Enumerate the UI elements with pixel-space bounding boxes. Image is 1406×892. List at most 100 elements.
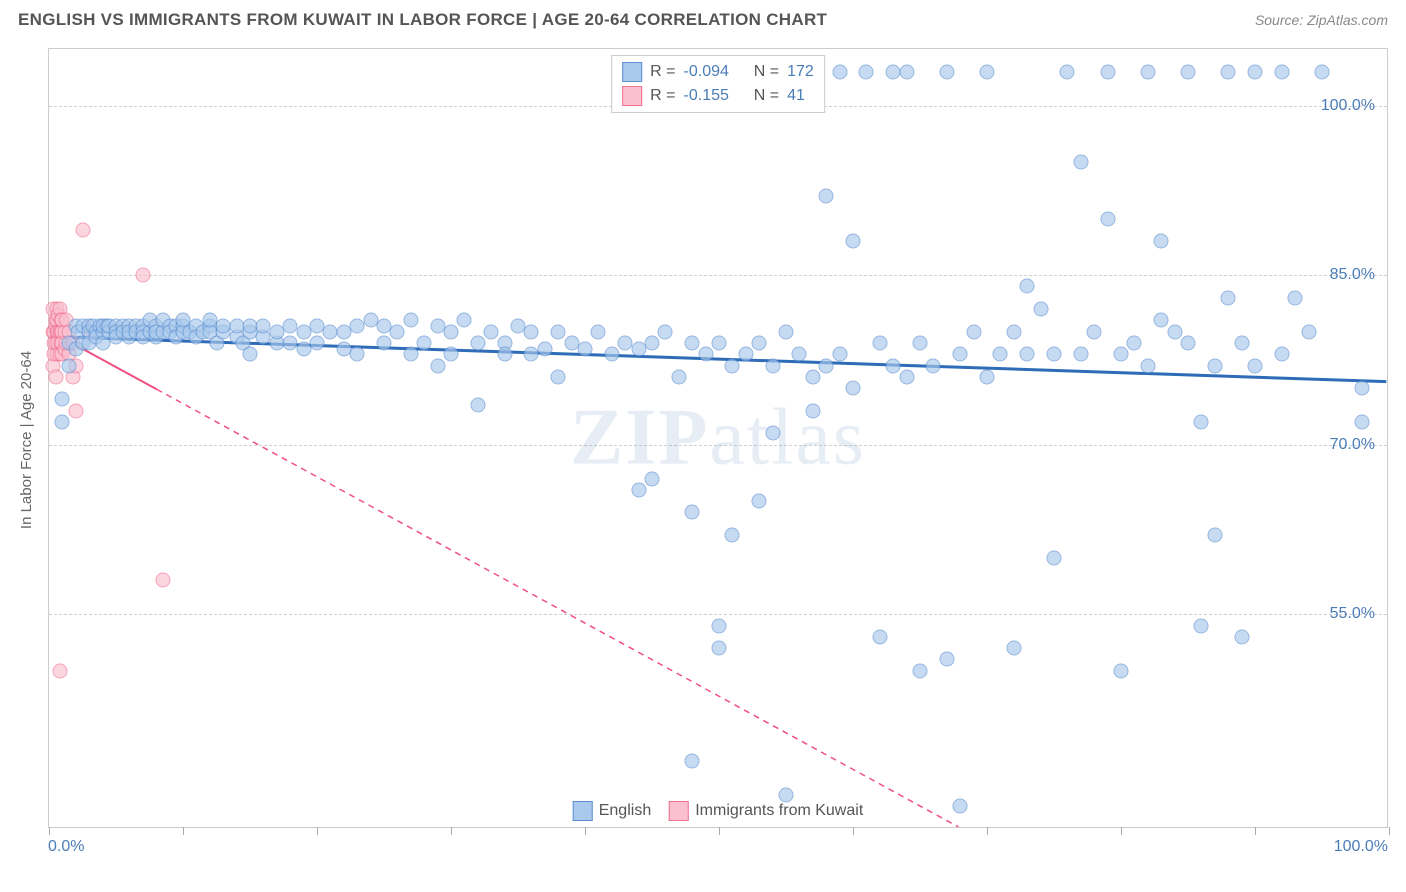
point-blue xyxy=(819,188,834,203)
point-blue xyxy=(551,324,566,339)
y-tick-label: 70.0% xyxy=(1330,436,1375,454)
point-blue xyxy=(578,341,593,356)
point-blue xyxy=(792,347,807,362)
point-blue xyxy=(1221,64,1236,79)
point-blue xyxy=(484,324,499,339)
point-blue xyxy=(1181,335,1196,350)
r-value: -0.155 xyxy=(684,87,729,105)
point-blue xyxy=(712,641,727,656)
point-blue xyxy=(913,663,928,678)
point-blue xyxy=(470,335,485,350)
point-blue xyxy=(712,335,727,350)
point-blue xyxy=(1234,629,1249,644)
point-blue xyxy=(1167,324,1182,339)
legend-swatch xyxy=(573,801,593,821)
watermark: ZIPatlas xyxy=(570,393,866,484)
legend-swatch xyxy=(622,86,642,106)
point-blue xyxy=(913,335,928,350)
point-blue xyxy=(1248,358,1263,373)
point-blue xyxy=(1060,64,1075,79)
point-blue xyxy=(671,369,686,384)
point-blue xyxy=(55,392,70,407)
point-blue xyxy=(980,369,995,384)
point-blue xyxy=(645,471,660,486)
point-blue xyxy=(1207,358,1222,373)
point-blue xyxy=(752,335,767,350)
point-blue xyxy=(805,403,820,418)
x-tick xyxy=(719,827,720,835)
x-tick xyxy=(317,827,318,835)
point-blue xyxy=(1073,155,1088,170)
point-blue xyxy=(993,347,1008,362)
point-blue xyxy=(537,341,552,356)
point-blue xyxy=(1315,64,1330,79)
point-blue xyxy=(832,64,847,79)
point-blue xyxy=(765,426,780,441)
trend-lines xyxy=(49,49,1387,827)
point-blue xyxy=(1288,290,1303,305)
x-tick xyxy=(853,827,854,835)
point-blue xyxy=(310,335,325,350)
point-blue xyxy=(685,335,700,350)
point-blue xyxy=(1154,234,1169,249)
point-blue xyxy=(953,347,968,362)
point-blue xyxy=(1194,618,1209,633)
point-blue xyxy=(444,347,459,362)
x-tick-label: 0.0% xyxy=(48,838,84,856)
chart-title: ENGLISH VS IMMIGRANTS FROM KUWAIT IN LAB… xyxy=(18,10,827,30)
point-blue xyxy=(497,347,512,362)
legend-label: Immigrants from Kuwait xyxy=(695,802,863,820)
point-blue xyxy=(430,358,445,373)
point-blue xyxy=(899,369,914,384)
point-blue xyxy=(953,799,968,814)
plot-area: 100.0%85.0%70.0%55.0% ZIPatlas R =-0.094… xyxy=(48,48,1388,828)
point-blue xyxy=(1006,641,1021,656)
r-label: R = xyxy=(650,63,675,81)
point-blue xyxy=(685,505,700,520)
point-blue xyxy=(390,324,405,339)
point-blue xyxy=(658,324,673,339)
grid-line xyxy=(49,275,1387,276)
point-blue xyxy=(939,64,954,79)
n-label: N = xyxy=(754,87,779,105)
point-blue xyxy=(725,528,740,543)
point-blue xyxy=(1154,313,1169,328)
x-tick xyxy=(987,827,988,835)
point-pink xyxy=(68,403,83,418)
point-blue xyxy=(926,358,941,373)
point-blue xyxy=(980,64,995,79)
point-blue xyxy=(725,358,740,373)
point-pink xyxy=(155,573,170,588)
point-blue xyxy=(1020,347,1035,362)
point-blue xyxy=(645,335,660,350)
point-blue xyxy=(1127,335,1142,350)
x-tick xyxy=(183,827,184,835)
point-blue xyxy=(1140,358,1155,373)
y-tick-label: 100.0% xyxy=(1321,97,1375,115)
point-blue xyxy=(403,347,418,362)
r-value: -0.094 xyxy=(684,63,729,81)
point-blue xyxy=(685,754,700,769)
legend-stat-row: R =-0.094 N = 172 xyxy=(622,60,814,84)
point-blue xyxy=(698,347,713,362)
point-blue xyxy=(805,369,820,384)
header: ENGLISH VS IMMIGRANTS FROM KUWAIT IN LAB… xyxy=(0,0,1406,36)
point-blue xyxy=(1020,279,1035,294)
legend-label: English xyxy=(599,802,651,820)
legend-swatch xyxy=(669,801,689,821)
point-blue xyxy=(631,482,646,497)
point-blue xyxy=(779,324,794,339)
point-blue xyxy=(1355,415,1370,430)
point-blue xyxy=(403,313,418,328)
point-blue xyxy=(1033,302,1048,317)
n-label: N = xyxy=(754,63,779,81)
point-blue xyxy=(832,347,847,362)
point-blue xyxy=(1248,64,1263,79)
point-blue xyxy=(470,398,485,413)
legend-series: English Immigrants from Kuwait xyxy=(573,801,864,821)
point-blue xyxy=(551,369,566,384)
point-blue xyxy=(1140,64,1155,79)
x-tick xyxy=(49,827,50,835)
source-label: Source: ZipAtlas.com xyxy=(1255,12,1388,28)
point-blue xyxy=(1100,211,1115,226)
